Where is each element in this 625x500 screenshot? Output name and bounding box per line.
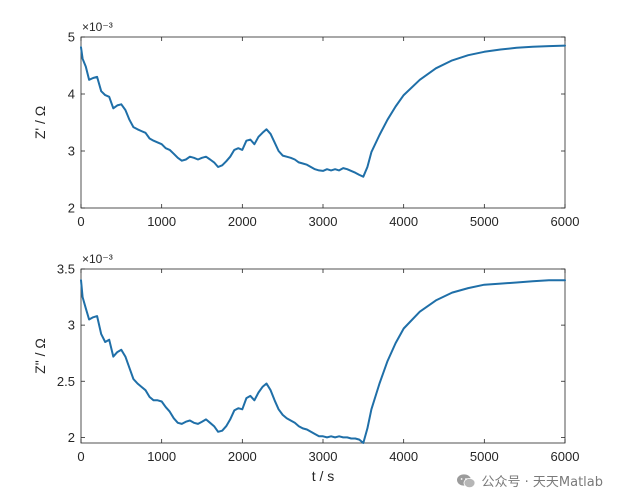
axes-box: [80, 36, 566, 209]
y-tick-label: 2: [68, 201, 75, 216]
y-tick-label: 4: [68, 87, 75, 102]
x-axis-label: t / s: [312, 468, 335, 484]
y-axis-label: Z' / Ω: [32, 106, 48, 139]
x-tick-label: 4000: [389, 449, 418, 464]
x-tick-label: 2000: [228, 449, 257, 464]
y-tick-label: 2: [68, 430, 75, 445]
watermark-text: 公众号 · 天天Matlab: [481, 475, 603, 490]
x-tick-label: 0: [77, 214, 84, 229]
exponent-label: ×10⁻³: [82, 20, 113, 34]
axes-box: [80, 268, 566, 444]
x-tick-label: 0: [77, 449, 84, 464]
x-tick-label: 5000: [470, 214, 499, 229]
x-tick-label: 6000: [551, 214, 580, 229]
x-tick-label: 1000: [147, 214, 176, 229]
subplot-2: 0 1000 2000 3000 4000 5000 6000 2 2.5 3 3.5 ×10⁻³ Z"…: [32, 252, 579, 484]
x-tick-label: 2000: [228, 214, 257, 229]
x-tick-label: 3000: [309, 449, 338, 464]
x-tick-label: 3000: [309, 214, 338, 229]
x-tick-label: 5000: [470, 449, 499, 464]
subplot-1: 0 1000 2000 3000 4000 5000 6000 2 3 4 5 ×10⁻³ Z' / Ω: [32, 20, 579, 229]
y-tick-label: 3: [68, 144, 75, 159]
wechat-icon: [457, 473, 476, 488]
watermark: 公众号 · 天天Matlab: [456, 471, 603, 490]
y-tick-label: 2.5: [57, 374, 75, 389]
series-line: [80, 279, 566, 444]
y-tick-label: 3: [68, 318, 75, 333]
exponent-label: ×10⁻³: [82, 252, 113, 266]
x-tick-label: 1000: [147, 449, 176, 464]
series-line: [80, 44, 566, 178]
y-tick-label: 3.5: [57, 262, 75, 277]
y-tick-label: 5: [68, 30, 75, 45]
x-tick-label: 6000: [551, 449, 580, 464]
y-axis-label: Z" / Ω: [32, 338, 48, 374]
x-tick-label: 4000: [389, 214, 418, 229]
